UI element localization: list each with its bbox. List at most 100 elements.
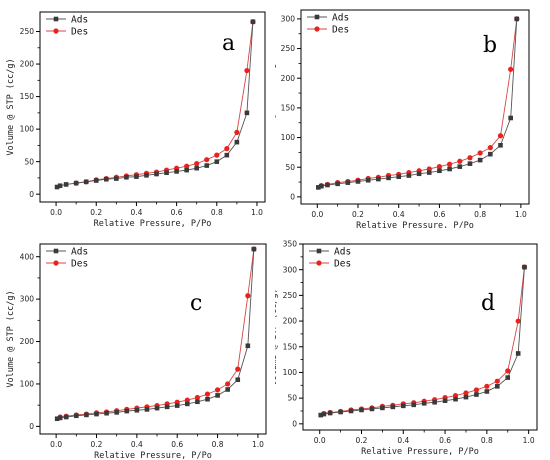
ads-point (421, 400, 427, 406)
ads-point (54, 416, 60, 422)
des-point (214, 152, 220, 158)
ads-point (442, 398, 448, 404)
y-tick-label: 150 (281, 103, 296, 112)
ads-point (325, 182, 330, 188)
ads-point (103, 176, 109, 182)
x-tick-label: 0.2 (356, 436, 368, 445)
x-tick-label: 1.0 (251, 208, 263, 217)
ads-point (144, 173, 149, 178)
des-point (225, 381, 231, 387)
x-axis-title: Relative Pressure, P/Po (94, 451, 212, 460)
ads-point (234, 139, 240, 145)
ads-point (124, 174, 129, 180)
series-line-ads (57, 249, 255, 420)
des-point (235, 366, 241, 372)
ads-point (505, 375, 511, 380)
x-tick-label: 0.8 (474, 210, 486, 219)
ads-point (205, 396, 210, 402)
des-point (184, 397, 190, 403)
ads-point (447, 166, 452, 172)
ads-point (134, 174, 139, 179)
ads-point (84, 412, 89, 418)
x-tick-label: 0.8 (481, 436, 493, 445)
legend-marker-ads (316, 248, 322, 254)
ads-point (477, 157, 483, 163)
ads-point (174, 403, 180, 408)
ads-point (164, 170, 169, 176)
ads-point (57, 415, 63, 421)
series-line-ads (318, 18, 518, 188)
legend-marker-des (53, 28, 59, 34)
legend-marker-ads (314, 14, 320, 20)
ads-point (474, 392, 479, 397)
y-tick-label: 200 (283, 317, 298, 326)
chart-a: 0.0 0.2 0.4 0.6 0.8 1.0 0 50 100 150 200 250 Relativ… (6, 11, 266, 228)
ads-point (195, 399, 200, 405)
legend-label-des: Des (332, 24, 349, 35)
x-tick-label: 0.6 (171, 440, 183, 449)
ads-point (245, 343, 251, 349)
y-tick-label: 300 (281, 14, 296, 23)
y-tick-label: 100 (20, 125, 35, 134)
ads-point (522, 264, 527, 270)
series-line-des (60, 249, 255, 418)
ads-point (498, 142, 503, 148)
x-tick-label: 0.8 (212, 440, 224, 449)
x-tick-label: 0.0 (50, 208, 62, 217)
y-axis-title: Volume @ STP (cc/g) (6, 58, 16, 155)
ads-point (224, 152, 230, 158)
ads-point (411, 402, 417, 408)
ads-point (251, 246, 257, 252)
y-axis-title: Volume @ STP (cc/g) (6, 290, 16, 387)
legend-label-ads: Ads (71, 246, 88, 257)
ads-point (134, 407, 140, 413)
ads-point (104, 410, 109, 416)
ads-point (467, 161, 473, 166)
des-point (204, 157, 210, 163)
legend-label-ads: Ads (332, 12, 349, 23)
des-point (484, 383, 490, 389)
y-tick-label: 100 (20, 380, 35, 389)
ads-point (376, 176, 381, 182)
ads-point (355, 179, 361, 184)
y-tick-label: 50 (285, 163, 295, 172)
series-line-ads (320, 267, 525, 416)
des-point (457, 158, 463, 164)
y-axis-title: Volume @ STP (cc/g) (275, 288, 279, 385)
des-point (184, 163, 190, 169)
y-tick-label: 0 (29, 422, 34, 431)
des-point (477, 150, 483, 156)
series-line-ads (56, 21, 254, 188)
des-point (447, 161, 453, 167)
legend-marker-ads (53, 248, 59, 254)
x-tick-label: 0.0 (50, 440, 62, 449)
ads-point (114, 176, 119, 181)
ads-point (426, 170, 432, 175)
panel-label: c (190, 291, 202, 316)
y-tick-label: 250 (281, 44, 296, 53)
ads-point (327, 410, 333, 416)
panel-label: a (222, 31, 235, 56)
des-point (194, 161, 200, 167)
ads-point (250, 19, 256, 25)
ads-point (124, 408, 130, 414)
ads-point (316, 185, 321, 190)
ads-point (154, 405, 160, 411)
ads-point (215, 393, 220, 398)
ads-point (144, 407, 150, 412)
y-tick-label: 0 (292, 419, 297, 428)
legend-label-des: Des (71, 258, 88, 269)
ads-point (57, 183, 63, 189)
x-tick-label: 0.4 (131, 440, 143, 449)
legend-marker-ads (53, 16, 59, 22)
plot-frame (39, 243, 267, 435)
y-tick-label: 200 (20, 60, 35, 69)
x-tick-label: 1.0 (252, 440, 264, 449)
ads-point (244, 110, 250, 116)
ads-point (63, 414, 69, 420)
x-tick-label: 0.4 (393, 210, 405, 219)
ads-point (345, 180, 351, 185)
y-tick-label: 300 (20, 295, 35, 304)
x-tick-label: 0.6 (439, 436, 451, 445)
